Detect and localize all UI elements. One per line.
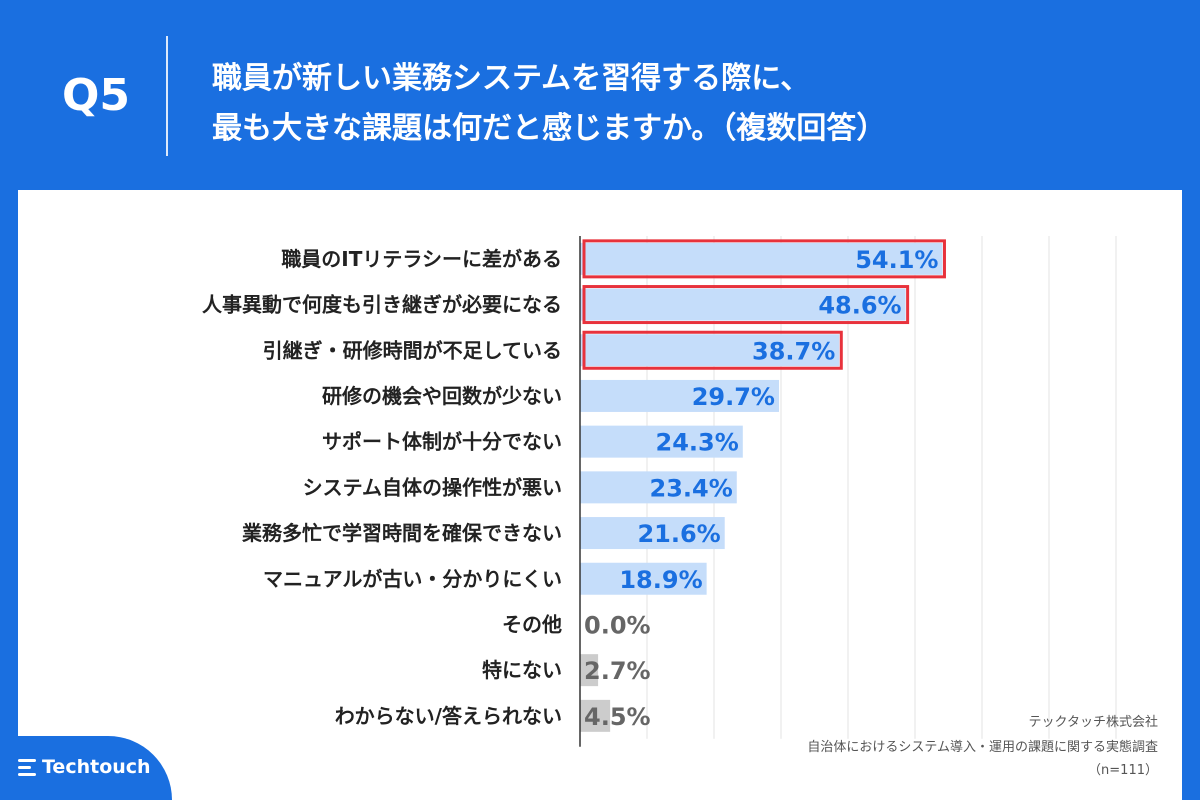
bar: [580, 242, 943, 275]
bar: [580, 425, 743, 458]
value-label: 48.6%: [818, 292, 901, 320]
bar: [580, 562, 707, 595]
value-label: 23.4%: [650, 474, 733, 502]
header: Q5 職員が新しい業務システムを習得する際に、 最も大きな課題は何だと感じますか…: [0, 0, 1200, 190]
bar: [580, 334, 840, 367]
value-label: 21.6%: [637, 520, 720, 548]
bar: [580, 654, 599, 687]
value-label: 38.7%: [752, 337, 835, 365]
value-label: 2.7%: [584, 657, 651, 685]
category-label: サポート体制が十分でない: [322, 430, 562, 454]
category-label: 職員のITリテラシーに差がある: [281, 247, 562, 271]
question-number: Q5: [62, 70, 131, 121]
header-divider: [166, 36, 168, 156]
page-title: 職員が新しい業務システムを習得する際に、 最も大きな課題は何だと感じますか。（複…: [212, 54, 1172, 154]
value-label: 24.3%: [656, 429, 739, 457]
category-label: マニュアルが古い・分かりにくい: [263, 567, 562, 591]
techtouch-logo: Techtouch: [0, 736, 172, 800]
value-label: 54.1%: [855, 246, 938, 274]
title-line-1: 職員が新しい業務システムを習得する際に、: [212, 61, 811, 96]
bar: [580, 288, 906, 321]
value-label: 0.0%: [584, 611, 651, 639]
credit-company: テックタッチ株式会社: [1028, 715, 1158, 730]
bar: [580, 379, 779, 412]
logo-lines-icon: [18, 759, 36, 777]
title-line-2: 最も大きな課題は何だと感じますか。（複数回答）: [212, 111, 887, 146]
highlight-frame: [582, 239, 946, 279]
category-label: 特にない: [482, 658, 562, 682]
bar: [580, 471, 737, 504]
bar-chart: 職員のITリテラシーに差がある 54.1% 人事異動で何度も引き継ぎが必要になる 48…: [202, 236, 1117, 747]
credit-sample-size: （n=111）: [1088, 763, 1158, 778]
logo-text: Techtouch: [42, 756, 151, 778]
category-label: システム自体の操作性が悪い: [303, 475, 562, 499]
category-label: 研修の機会や回数が少ない: [322, 384, 562, 408]
bar: [580, 517, 725, 550]
category-label: わからない/答えられない: [335, 704, 562, 728]
category-label: 引継ぎ・研修時間が不足している: [263, 338, 562, 362]
category-label: その他: [502, 612, 562, 636]
value-label: 18.9%: [619, 566, 702, 594]
category-label: 人事異動で何度も引き継ぎが必要になる: [202, 293, 562, 317]
highlight-frame: [582, 330, 843, 370]
value-label: 4.5%: [584, 703, 651, 731]
category-label: 業務多忙で学習時間を確保できない: [242, 521, 562, 545]
highlight-frame: [582, 285, 910, 325]
credit-survey: 自治体におけるシステム導入・運用の課題に関する実態調査: [807, 740, 1158, 755]
value-label: 29.7%: [692, 383, 775, 411]
bar: [580, 699, 611, 732]
chart-panel: 職員のITリテラシーに差がある 54.1% 人事異動で何度も引き継ぎが必要になる 48…: [18, 190, 1182, 800]
